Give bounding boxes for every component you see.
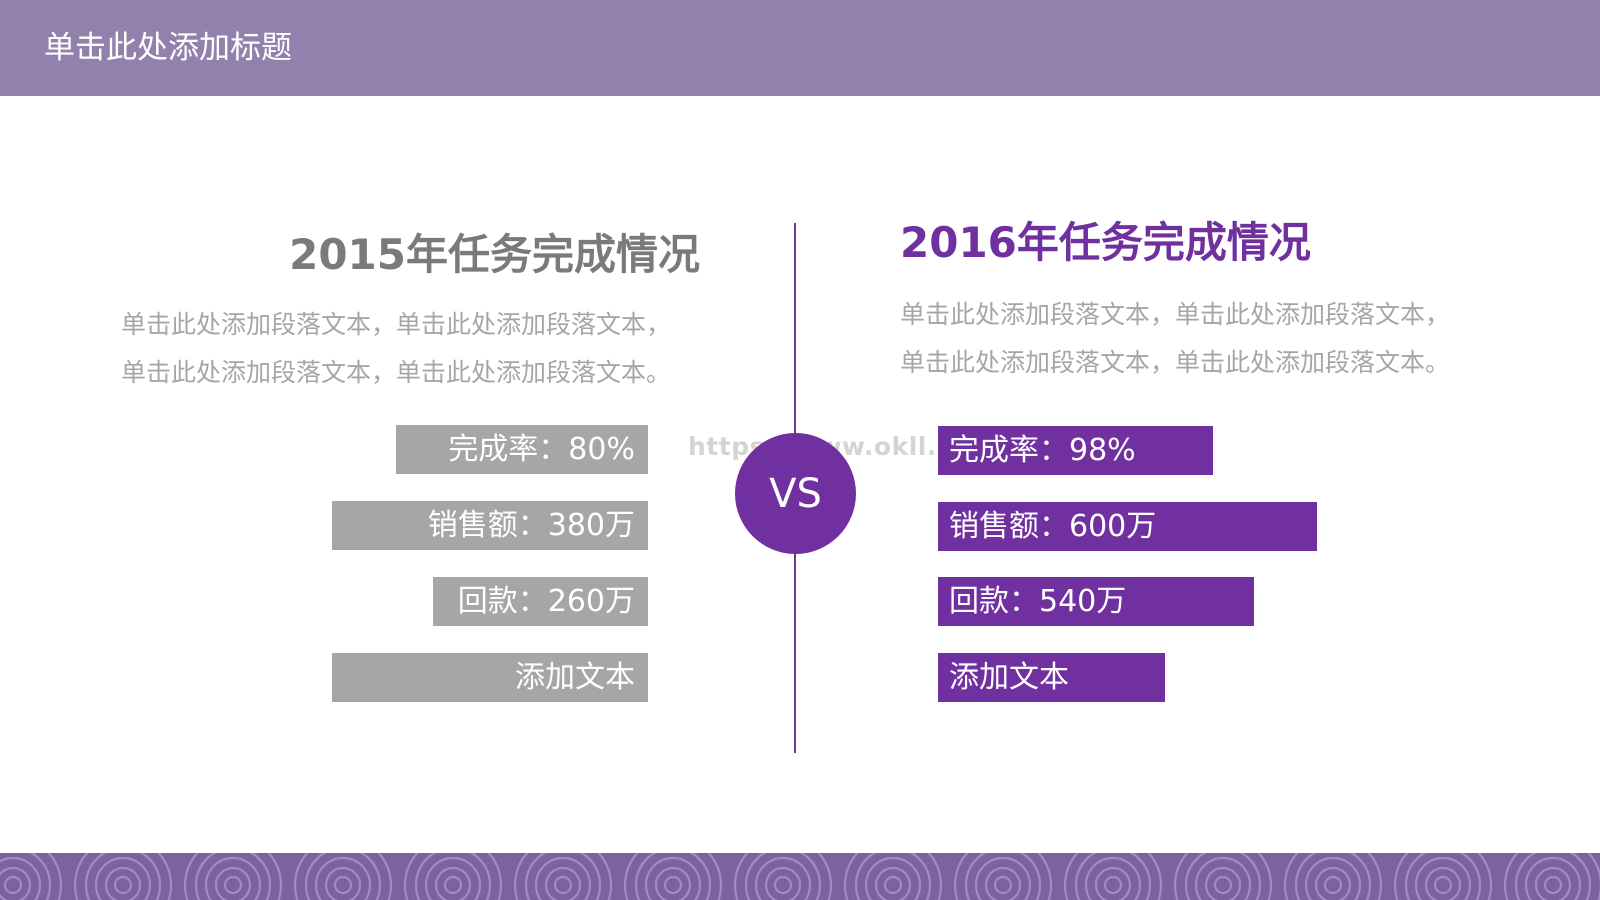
bar-2015-payment[interactable]: 回款：260万 [433, 577, 648, 626]
header-band: 单击此处添加标题 [0, 0, 1600, 96]
vs-label: VS [769, 470, 822, 517]
slide-title[interactable]: 单击此处添加标题 [44, 30, 292, 66]
bar-2015-sales[interactable]: 销售额：380万 [332, 501, 648, 550]
bar-2016-sales[interactable]: 销售额：600万 [938, 502, 1317, 551]
heading-2016[interactable]: 2016年任务完成情况 [900, 218, 1311, 267]
bar-2015-completion-rate[interactable]: 完成率：80% [396, 425, 648, 474]
paragraph-line: 单击此处添加段落文本，单击此处添加段落文本。 [121, 358, 672, 387]
paragraph-line: 单击此处添加段落文本，单击此处添加段落文本， [900, 300, 1451, 329]
bar-2016-completion-rate[interactable]: 完成率：98% [938, 426, 1213, 475]
paragraph-2015[interactable]: 单击此处添加段落文本，单击此处添加段落文本， 单击此处添加段落文本，单击此处添加… [121, 301, 671, 397]
paragraph-line: 单击此处添加段落文本，单击此处添加段落文本。 [900, 348, 1451, 377]
paragraph-line: 单击此处添加段落文本，单击此处添加段落文本， [121, 310, 672, 339]
bar-2015-add-text[interactable]: 添加文本 [332, 653, 648, 702]
heading-2015[interactable]: 2015年任务完成情况 [289, 230, 700, 279]
vs-badge[interactable]: VS [735, 433, 856, 554]
bar-2016-payment[interactable]: 回款：540万 [938, 577, 1254, 626]
bar-2016-add-text[interactable]: 添加文本 [938, 653, 1165, 702]
concentric-circles-pattern [0, 853, 1600, 900]
footer-pattern-band [0, 853, 1600, 900]
paragraph-2016[interactable]: 单击此处添加段落文本，单击此处添加段落文本， 单击此处添加段落文本，单击此处添加… [900, 291, 1450, 387]
